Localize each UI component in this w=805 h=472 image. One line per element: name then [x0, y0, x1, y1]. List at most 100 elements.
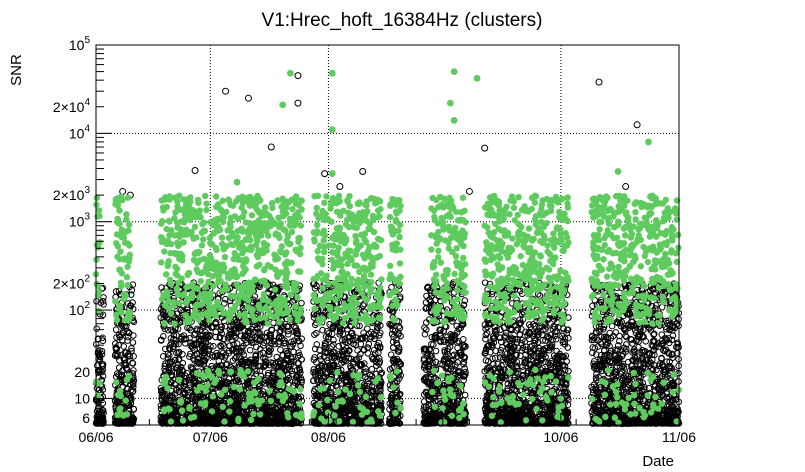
data-point-black	[311, 331, 318, 338]
data-point-black	[336, 329, 344, 336]
data-point-black	[310, 377, 317, 384]
data-point-black	[229, 320, 237, 328]
data-point-black	[261, 355, 269, 363]
data-point-black	[100, 301, 107, 308]
data-point-black	[158, 284, 165, 291]
data-point-black	[328, 343, 336, 350]
data-point-black	[372, 332, 379, 339]
data-point-black	[166, 315, 173, 323]
data-point-black	[99, 311, 107, 319]
data-point-black	[127, 302, 135, 310]
data-point-black	[232, 347, 240, 355]
data-point-black	[266, 348, 273, 356]
data-point-black	[270, 319, 277, 327]
data-point-black	[241, 327, 248, 335]
data-point-black	[250, 339, 257, 346]
data-point-black	[298, 299, 305, 307]
data-point-black	[297, 369, 304, 376]
data-point-black	[319, 326, 326, 334]
data-point-black	[171, 356, 179, 364]
data-point-black	[165, 396, 173, 403]
data-point-black	[348, 407, 356, 414]
data-point-black	[230, 405, 237, 412]
data-point-black	[335, 343, 343, 350]
data-point-black	[179, 390, 186, 398]
data-point-black	[245, 406, 253, 414]
data-point-black	[390, 344, 397, 351]
data-point-black	[348, 402, 355, 410]
data-point-black	[221, 354, 229, 361]
data-point-black	[264, 378, 272, 385]
data-point-black	[254, 336, 261, 343]
data-point-black	[130, 377, 137, 385]
data-point-black	[284, 331, 292, 338]
data-point-black	[295, 337, 302, 344]
data-point-black	[210, 342, 217, 350]
data-point-black	[202, 332, 209, 340]
data-point-black	[112, 326, 120, 333]
data-point-black	[270, 367, 277, 375]
data-point-black	[244, 332, 251, 339]
data-point-black	[114, 351, 121, 358]
data-point-black	[187, 326, 195, 334]
data-point-black	[124, 352, 132, 360]
data-point-black	[225, 375, 233, 382]
data-point-black	[255, 383, 263, 390]
data-point-black	[316, 346, 323, 354]
data-point-black	[218, 361, 226, 369]
data-point-black	[161, 345, 169, 353]
data-point-black	[257, 336, 265, 343]
data-point-black	[266, 407, 273, 415]
data-point-black	[269, 420, 277, 427]
data-point-black	[128, 286, 136, 294]
data-point-black	[202, 338, 210, 346]
data-point-black	[364, 349, 372, 357]
data-point-black	[290, 395, 298, 403]
data-point-black	[233, 340, 241, 347]
data-point-black	[288, 338, 295, 346]
data-point-black	[212, 333, 219, 341]
data-point-black	[199, 410, 206, 417]
data-point-black	[373, 355, 380, 363]
data-point-black	[166, 344, 173, 352]
data-point-black	[350, 336, 357, 344]
data-point-black	[310, 388, 318, 395]
data-point-black	[350, 396, 357, 403]
data-point-black	[360, 302, 367, 309]
data-point-black	[347, 322, 355, 330]
data-point-black	[193, 406, 200, 413]
data-point-black	[164, 392, 171, 400]
data-point-black	[165, 352, 173, 359]
data-point-black	[113, 334, 120, 341]
data-point-black	[294, 353, 302, 360]
data-point-black	[273, 324, 281, 332]
data-point-black	[111, 397, 119, 405]
data-point-black	[274, 358, 282, 366]
data-point-black	[277, 346, 284, 354]
data-point-black	[329, 322, 337, 330]
data-point-black	[329, 325, 337, 332]
data-point-black	[368, 365, 376, 373]
data-point-black	[262, 358, 269, 365]
data-point-black	[231, 332, 238, 339]
data-point-black	[97, 415, 104, 423]
data-point-black	[274, 403, 281, 410]
data-point-black	[321, 342, 329, 350]
data-point-black	[175, 384, 183, 391]
data-point-black	[175, 349, 182, 357]
data-point-black	[273, 411, 280, 419]
data-point-black	[99, 372, 107, 380]
data-point-black	[357, 350, 364, 358]
data-point-black	[235, 378, 243, 386]
data-point-black	[220, 342, 228, 349]
data-point-black	[295, 349, 302, 357]
data-point-black	[210, 418, 218, 425]
data-point-black	[96, 356, 104, 364]
data-point-black	[129, 388, 136, 396]
data-point-black	[321, 348, 329, 356]
data-point-black	[363, 382, 371, 390]
data-point-black	[293, 373, 300, 380]
data-point-black	[226, 326, 234, 334]
data-point-black	[160, 400, 167, 407]
data-point-black	[250, 363, 258, 370]
